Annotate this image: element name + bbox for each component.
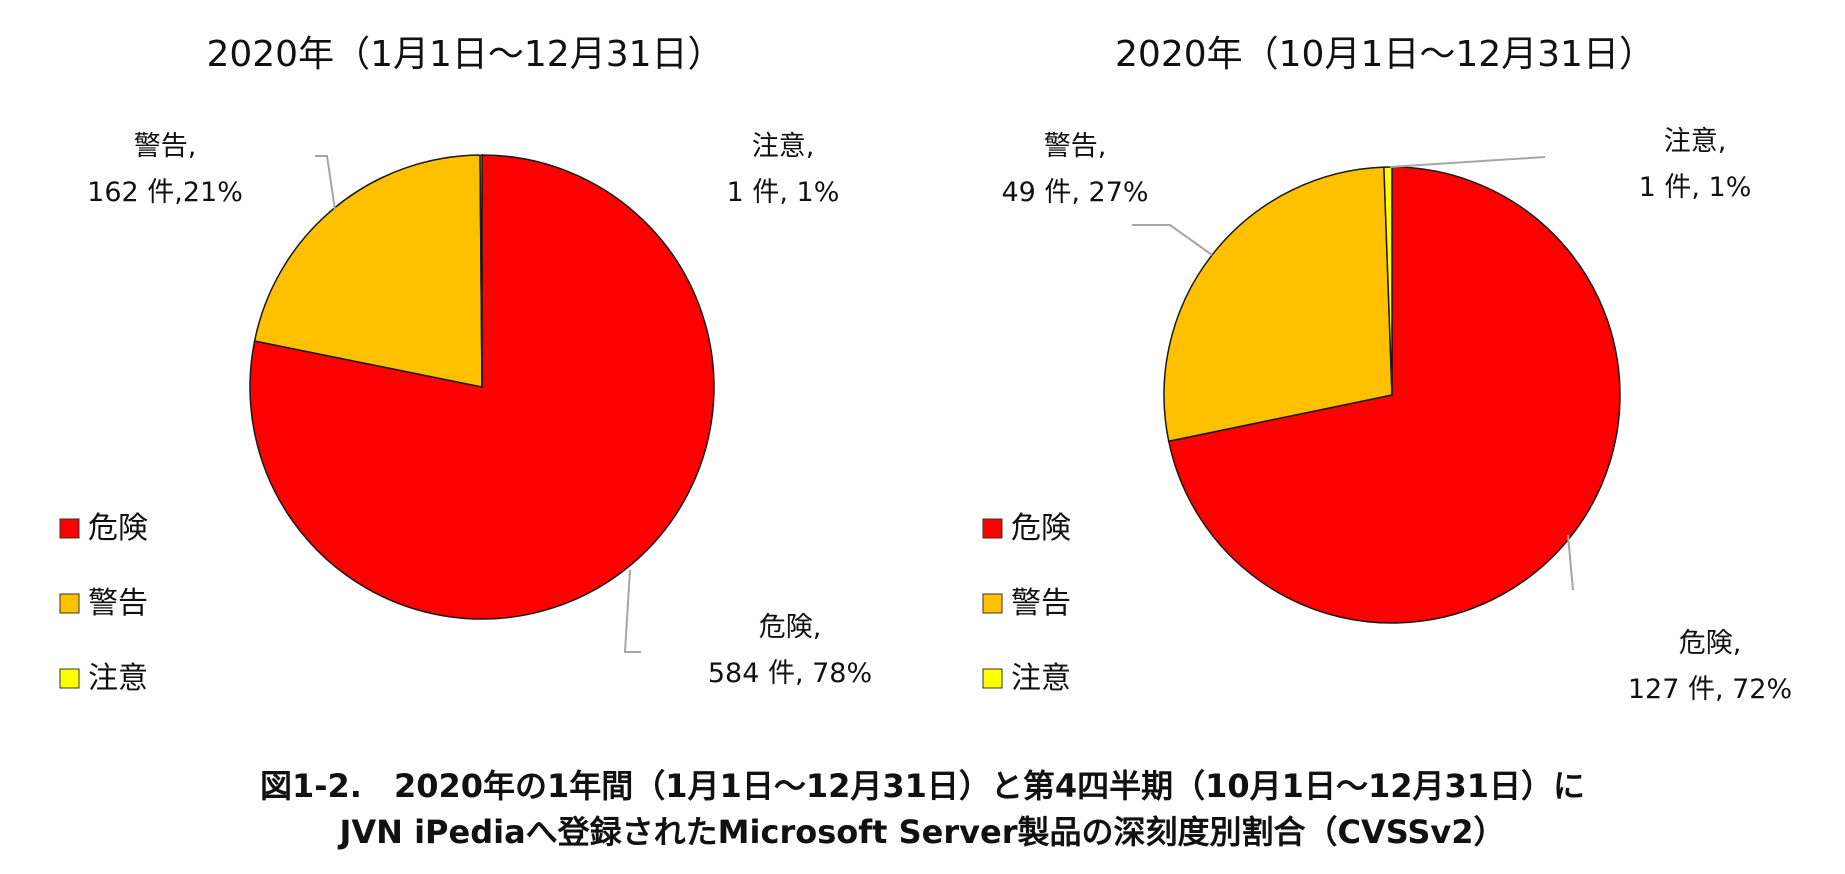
legend-label: 警告 [88,586,148,621]
legend-item-caution: 注意 [59,661,148,696]
chart-title-annual: 2020年（1月1日～12月31日） [206,34,723,75]
pie-slice-warning [1163,166,1393,443]
legend-swatch-danger [59,518,80,539]
legend-label: 危険 [1011,511,1071,546]
legend-swatch-warning [982,593,1003,614]
legend-label: 注意 [1011,661,1071,696]
legend-item-danger: 危険 [59,511,148,546]
data-label-q4-warning: 警告, 49 件, 27% [1001,131,1148,208]
legend-swatch-warning [59,593,80,614]
leader-lines-annual [315,154,641,653]
data-label-value: 162 件,21% [87,177,243,208]
data-label-annual-warning: 警告, 162 件,21% [87,131,243,208]
pie-slices-q4 [1163,166,1621,624]
data-label-name: 危険, [759,612,822,643]
data-label-name: 警告, [1044,131,1107,162]
data-label-value: 584 件, 78% [708,658,872,689]
leader-line-danger [1567,534,1574,591]
legend-item-caution: 注意 [982,661,1071,696]
leader-line-warning [315,155,336,211]
legend-label: 注意 [88,661,148,696]
data-label-q4-danger: 危険, 127 件, 72% [1628,628,1792,705]
legend-swatch-danger [982,518,1003,539]
pie-slices-annual [249,154,715,620]
legend-item-warning: 警告 [59,586,148,621]
legend-swatch-caution [982,668,1003,689]
chart-title-q4: 2020年（10月1日～12月31日） [1115,34,1655,75]
leader-line-danger [623,569,641,653]
legend-swatch-caution [59,668,80,689]
legend-item-danger: 危険 [982,511,1071,546]
data-label-annual-danger: 危険, 584 件, 78% [708,612,872,689]
data-label-name: 警告, [134,131,197,162]
data-label-value: 1 件, 1% [727,177,840,208]
leader-line-caution [1389,156,1546,168]
legend-item-warning: 警告 [982,586,1071,621]
figure-canvas: 2020年（1月1日～12月31日） 危険, 584 件, 78% 警告, 16… [59,34,1792,705]
legend-label: 危険 [88,511,148,546]
figure-caption-line1: 図1-2. 2020年の1年間（1月1日～12月31日）と第4四半期（10月1日… [259,767,1586,805]
legend-label: 警告 [1011,586,1071,621]
data-label-value: 49 件, 27% [1001,177,1148,208]
legend-q4: 危険 警告 注意 [982,511,1071,696]
pie-chart-annual: 2020年（1月1日～12月31日） 危険, 584 件, 78% 警告, 16… [59,34,872,696]
pie-slice-caution [479,154,483,388]
data-label-name: 危険, [1679,628,1742,659]
data-label-value: 127 件, 72% [1628,674,1792,705]
leader-lines-q4 [1132,156,1574,591]
data-label-value: 1 件, 1% [1639,172,1752,203]
legend-annual: 危険 警告 注意 [59,511,148,696]
data-label-q4-caution: 注意, 1 件, 1% [1639,126,1752,203]
data-label-name: 注意, [752,131,815,162]
pie-chart-q4: 2020年（10月1日～12月31日） 危険, 127 件, 72% 警告, 4… [982,34,1792,705]
data-label-name: 注意, [1664,126,1727,157]
leader-line-warning [1132,224,1213,256]
data-label-annual-caution: 注意, 1 件, 1% [727,131,840,208]
figure-caption-line2: JVN iPediaへ登録されたMicrosoft Server製品の深刻度別割… [339,813,1506,851]
